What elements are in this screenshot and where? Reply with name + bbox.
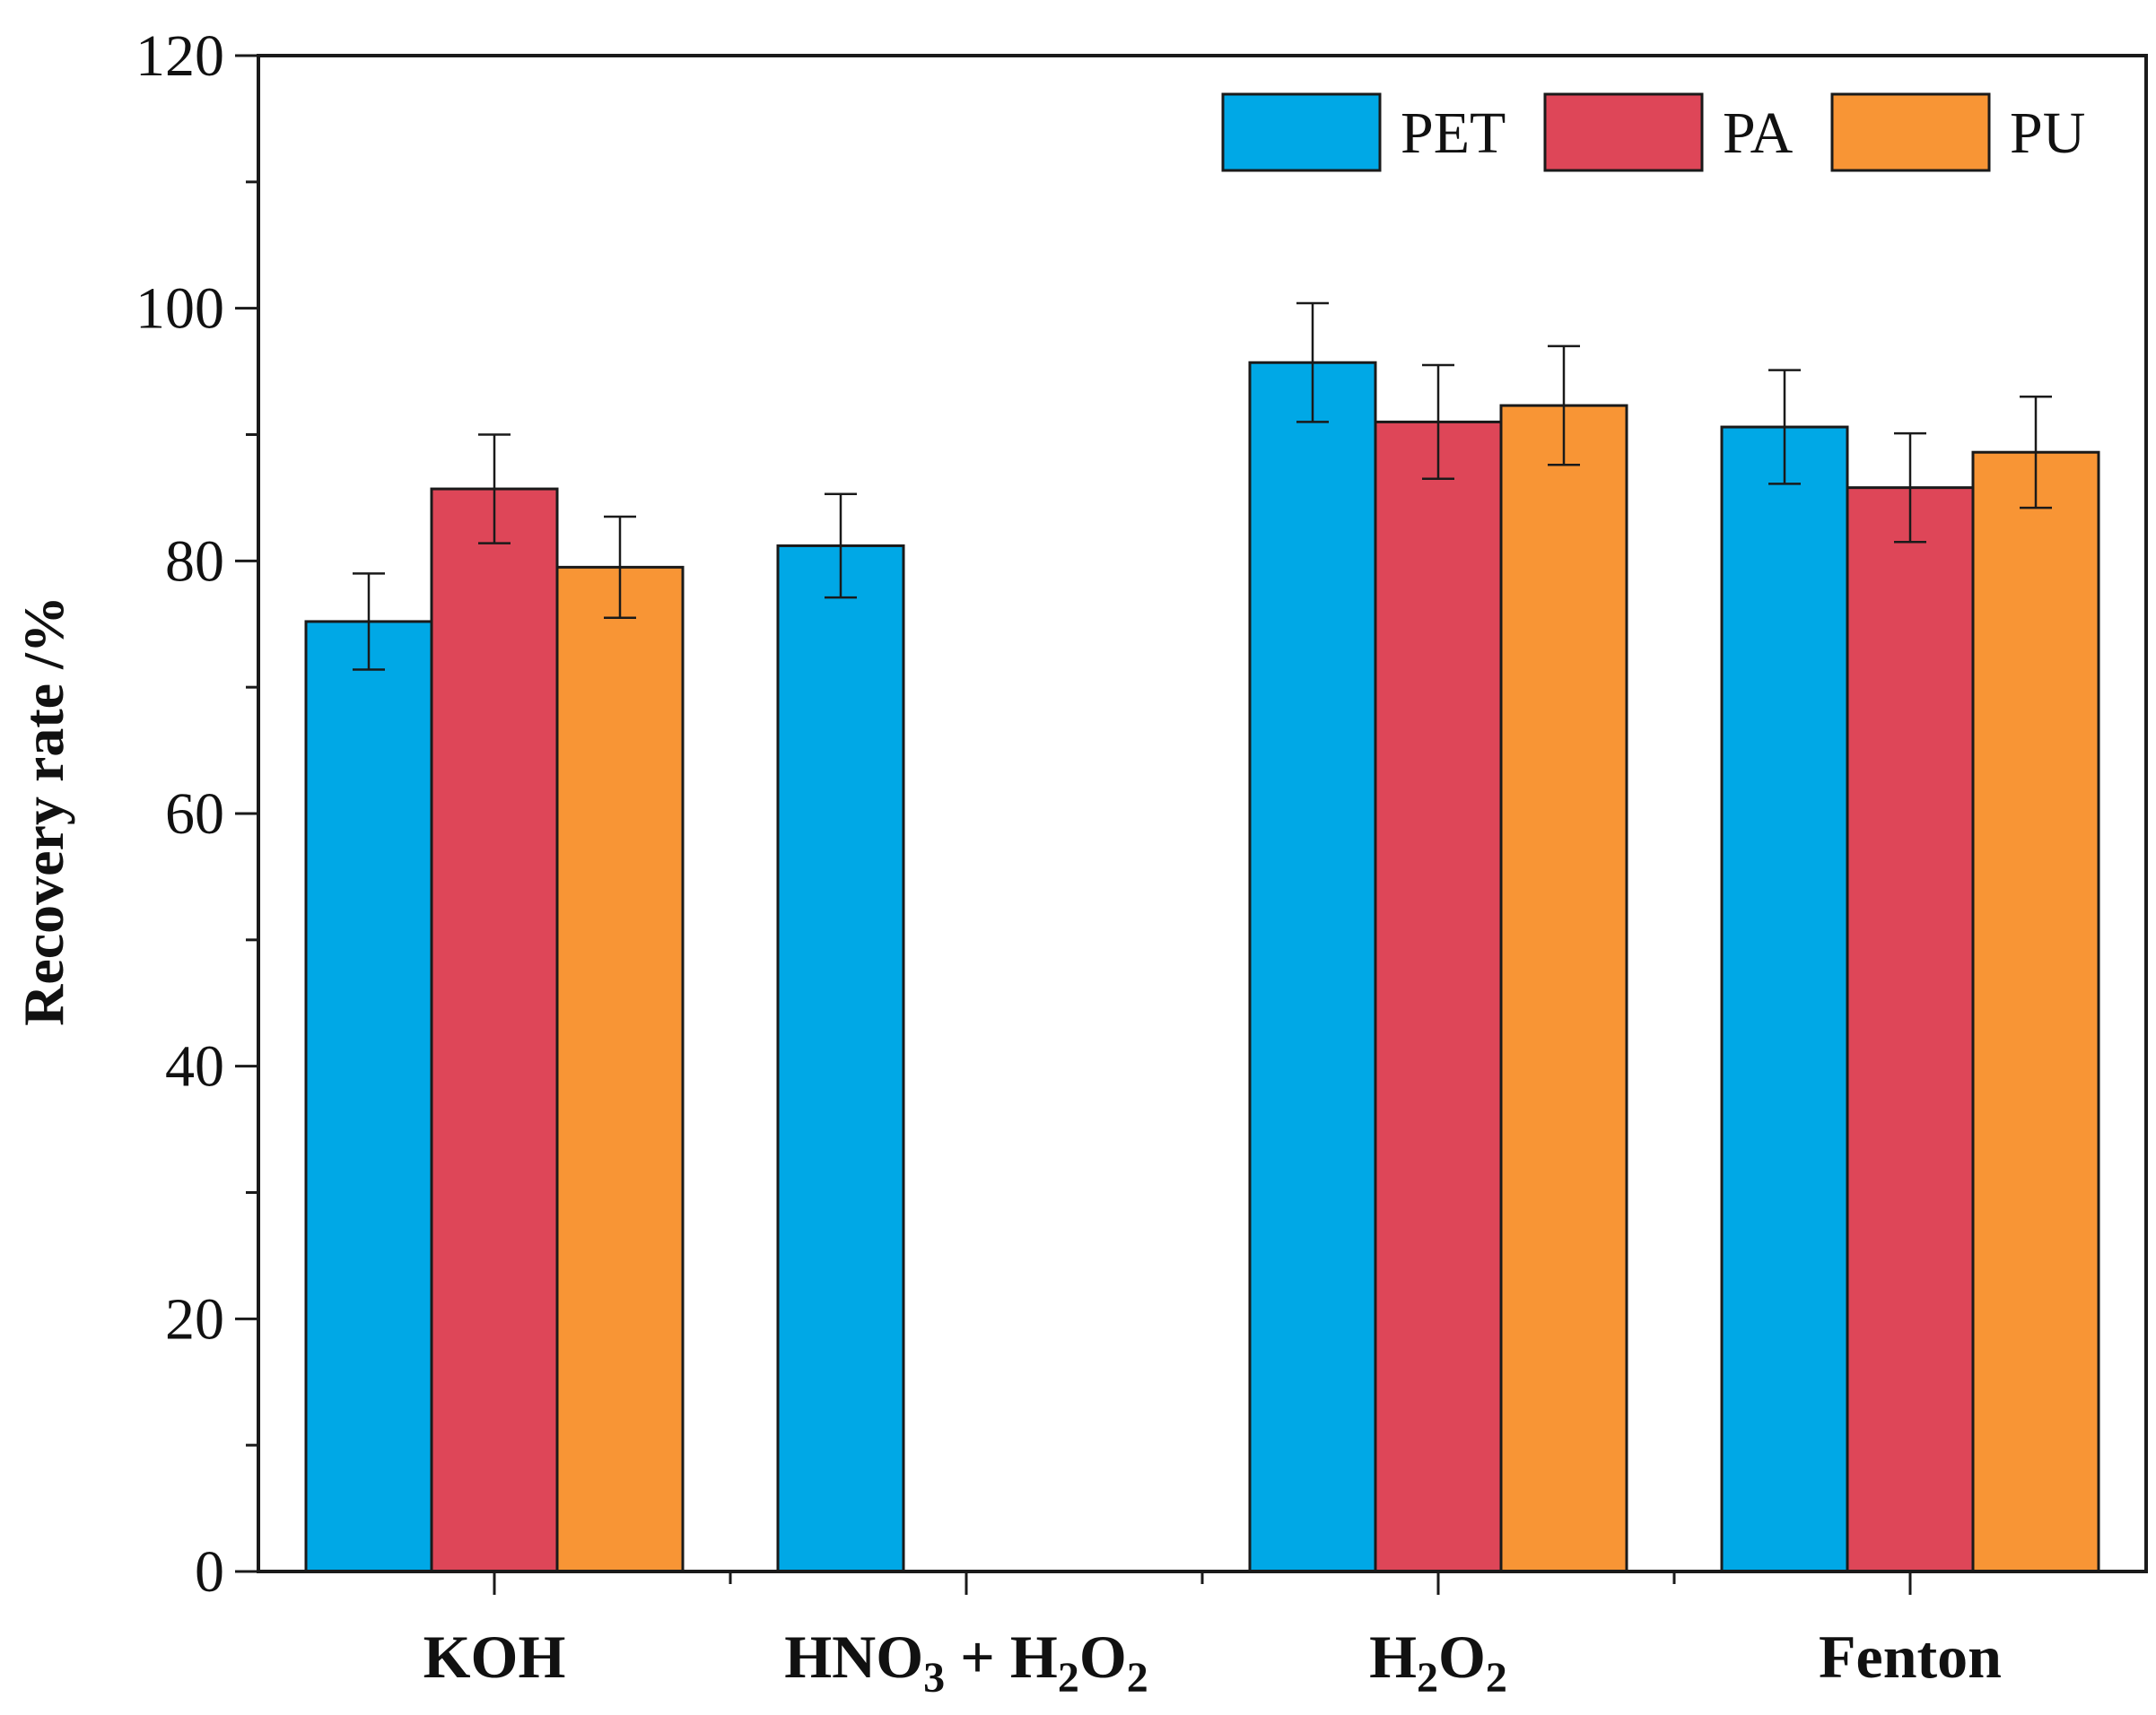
bar-pa-0	[430, 487, 559, 1573]
y-tick-label: 20	[165, 1286, 224, 1352]
bar-pet-2	[1248, 361, 1377, 1573]
label-text: KOH	[423, 1623, 566, 1691]
bar-pu-3	[1971, 450, 2100, 1573]
legend-swatch-pu	[1830, 92, 1991, 172]
error-bars-layer	[353, 301, 2052, 671]
bar-pa-3	[1846, 486, 1975, 1573]
y-tick-label: 100	[135, 276, 224, 342]
legend-swatch-pa	[1543, 92, 1704, 172]
x-category-label-0: KOH	[423, 1623, 566, 1691]
bar-pet-3	[1720, 425, 1849, 1573]
subscript: 3	[923, 1654, 945, 1702]
bar-pa-2	[1374, 420, 1503, 1573]
legend-label-pa: PA	[1723, 100, 1794, 166]
subscript: 2	[1486, 1654, 1507, 1702]
x-category-label-3: Fenton	[1819, 1623, 2002, 1691]
bar-pet-1	[776, 544, 905, 1573]
subscript: 2	[1058, 1654, 1079, 1702]
bars-layer	[304, 361, 2100, 1573]
subscript: 2	[1417, 1654, 1438, 1702]
y-axis-title: Recovery rate /%	[12, 596, 75, 1026]
bar-pu-2	[1499, 404, 1628, 1573]
label-text: HNO	[784, 1623, 923, 1691]
legend-label-pet: PET	[1401, 100, 1506, 166]
legend-label-pu: PU	[2010, 100, 2085, 166]
y-tick-label: 0	[195, 1539, 224, 1605]
bar-pet-0	[304, 620, 433, 1573]
subscript: 2	[1127, 1654, 1148, 1702]
label-text: H	[1369, 1623, 1417, 1691]
x-category-label-1: HNO3 + H2O2	[784, 1623, 1148, 1702]
label-text: O	[1079, 1623, 1127, 1691]
label-text: O	[1438, 1623, 1486, 1691]
legend-swatch-pet	[1221, 92, 1382, 172]
y-tick-label: 40	[165, 1034, 224, 1100]
y-tick-label: 120	[135, 23, 224, 89]
y-tick-label: 60	[165, 781, 224, 847]
label-text: Fenton	[1819, 1623, 2002, 1691]
legend: PET PA PU	[1221, 92, 2085, 172]
bar-pu-0	[555, 565, 685, 1573]
x-category-label-2: H2O2	[1369, 1623, 1507, 1702]
y-tick-label: 80	[165, 528, 224, 594]
label-text: + H	[945, 1623, 1058, 1691]
